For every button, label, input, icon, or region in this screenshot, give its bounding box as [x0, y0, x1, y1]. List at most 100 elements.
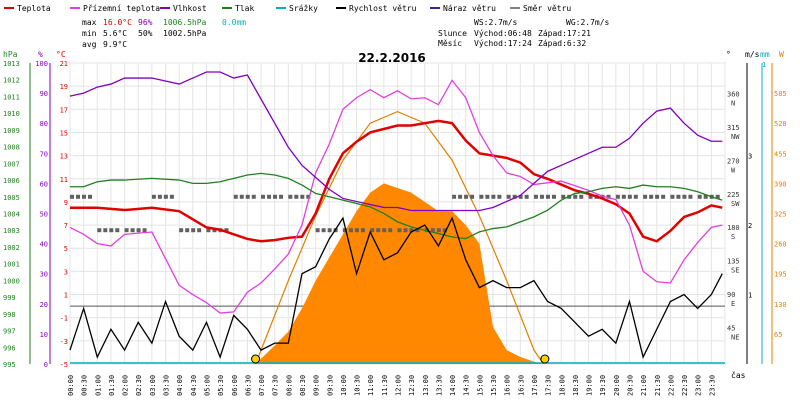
series-line-vlhkost — [69, 71, 723, 212]
axis-wind-label: m/s — [745, 50, 760, 59]
x-tick-label: 14:30 — [463, 375, 471, 396]
legend-label: Srážky — [289, 4, 318, 13]
x-tick-label: 02:00 — [122, 375, 130, 396]
axis-temp-tick: 11 — [60, 176, 68, 184]
x-tick-label: 08:00 — [285, 375, 293, 396]
x-tick-label: 19:00 — [586, 375, 594, 396]
wind-direction-point — [436, 228, 441, 233]
axis-solar-label: W — [779, 50, 784, 59]
x-tick-label: 10:30 — [354, 375, 362, 396]
x-tick-label: 20:00 — [613, 375, 621, 396]
x-tick-label: 16:30 — [517, 375, 525, 396]
wind-direction-point — [224, 228, 229, 233]
axis-hpa-tick: 1010 — [3, 110, 20, 118]
wind-direction-point — [179, 228, 184, 233]
axis-temp-tick: 9 — [64, 199, 68, 207]
stats-max-hum: 96% — [138, 18, 153, 27]
axis-hpa-tick: 1008 — [3, 144, 20, 152]
x-tick-label: 02:30 — [135, 375, 143, 396]
x-tick-label: 05:30 — [217, 375, 225, 396]
wind-direction-point — [261, 194, 266, 199]
wind-direction-point — [354, 228, 359, 233]
wind-direction-point — [561, 194, 566, 199]
wind-direction-point — [551, 194, 556, 199]
legend-label: Přízemní teplota — [83, 4, 160, 13]
x-tick-label: 06:00 — [231, 375, 239, 396]
wind-direction-point — [682, 194, 687, 199]
wind-direction-point — [703, 194, 708, 199]
axis-dir-tick: 360 — [727, 90, 740, 98]
x-tick-label: 06:30 — [244, 375, 252, 396]
stats-ws: WS:2.7m/s — [474, 18, 518, 27]
wind-direction-point — [397, 228, 402, 233]
axis-pct-label: % — [38, 50, 43, 59]
x-tick-label: 15:30 — [490, 375, 498, 396]
stats-block: max 16.0°C 96% 1006.5hPa 0.0mm min 5.6°C… — [82, 18, 610, 49]
x-tick-label: 00:00 — [67, 375, 75, 396]
x-tick-label: 08:30 — [299, 375, 307, 396]
axis-hpa-tick: 1012 — [3, 77, 20, 85]
axis-solar-tick: 195 — [774, 271, 787, 279]
wind-direction-point — [115, 228, 120, 233]
wind-direction-point — [403, 228, 408, 233]
wind-direction-point — [388, 228, 393, 233]
wind-direction-point — [621, 194, 626, 199]
axis-dir-tick: 270 — [727, 157, 740, 165]
legend-label: Směr větru — [523, 4, 571, 13]
axis-temp-tick: 19 — [60, 83, 68, 91]
x-tick-label: 18:00 — [558, 375, 566, 396]
stats-min-label: min — [82, 29, 97, 38]
wind-direction-point — [539, 194, 544, 199]
wind-direction-point — [715, 194, 720, 199]
wind-direction-point — [342, 228, 347, 233]
wind-direction-point — [294, 194, 299, 199]
x-tick-label: 01:00 — [94, 375, 102, 396]
x-tick-label: 09:30 — [326, 375, 334, 396]
axis-dir-tick: 90 — [727, 291, 735, 299]
wind-direction-point — [348, 228, 353, 233]
axis-rain-tick: 1 — [762, 61, 766, 69]
axis-pct-tick: 40 — [40, 241, 48, 249]
axis-temp-tick: 13 — [60, 153, 68, 161]
wind-direction-point — [464, 194, 469, 199]
wind-direction-point — [661, 194, 666, 199]
wind-direction-point — [633, 194, 638, 199]
axis-solar-tick: 130 — [774, 301, 787, 309]
wind-direction-point — [676, 194, 681, 199]
wind-direction-point — [360, 228, 365, 233]
axis-dir-name: W — [731, 166, 736, 174]
stats-wg: WG:2.7m/s — [566, 18, 610, 27]
axis-temp-tick: 21 — [60, 60, 68, 68]
x-tick-label: 22:00 — [667, 375, 675, 396]
x-tick-label: 00:30 — [81, 375, 89, 396]
stats-moon-label: Měsíc — [438, 39, 462, 48]
wind-direction-point — [485, 194, 490, 199]
stats-moon-rise: Východ:17:24 — [474, 39, 532, 48]
wind-direction-point — [315, 228, 320, 233]
wind-direction-point — [497, 194, 502, 199]
x-tick-label: 21:00 — [640, 375, 648, 396]
axis-pct-tick: 20 — [40, 301, 48, 309]
axis-hpa-tick: 1003 — [3, 227, 20, 235]
x-tick-label: 03:00 — [149, 375, 157, 396]
axis-solar-tick: 325 — [774, 211, 787, 219]
axis-hpa-tick: 1001 — [3, 261, 20, 269]
wind-direction-point — [88, 194, 92, 199]
wind-direction-point — [185, 228, 190, 233]
wind-direction-point — [103, 228, 108, 233]
wind-direction-point — [251, 194, 256, 199]
chart-title: 22.2.2016 — [358, 51, 426, 65]
wind-direction-point — [142, 228, 147, 233]
axis-dir-label: ° — [726, 50, 731, 59]
axis-hpa-tick: 1006 — [3, 177, 20, 185]
wind-direction-point — [157, 194, 162, 199]
axis-pct-tick: 60 — [40, 180, 48, 188]
wind-direction-point — [627, 194, 632, 199]
axis-dir-name: S — [731, 233, 735, 241]
solar-theory-line — [255, 110, 545, 365]
axis-dir-tick: 135 — [727, 258, 740, 266]
x-tick-label: 17:30 — [545, 375, 553, 396]
wind-direction-point — [151, 194, 156, 199]
wind-direction-point — [124, 228, 129, 233]
x-tick-label: 05:00 — [203, 375, 211, 396]
